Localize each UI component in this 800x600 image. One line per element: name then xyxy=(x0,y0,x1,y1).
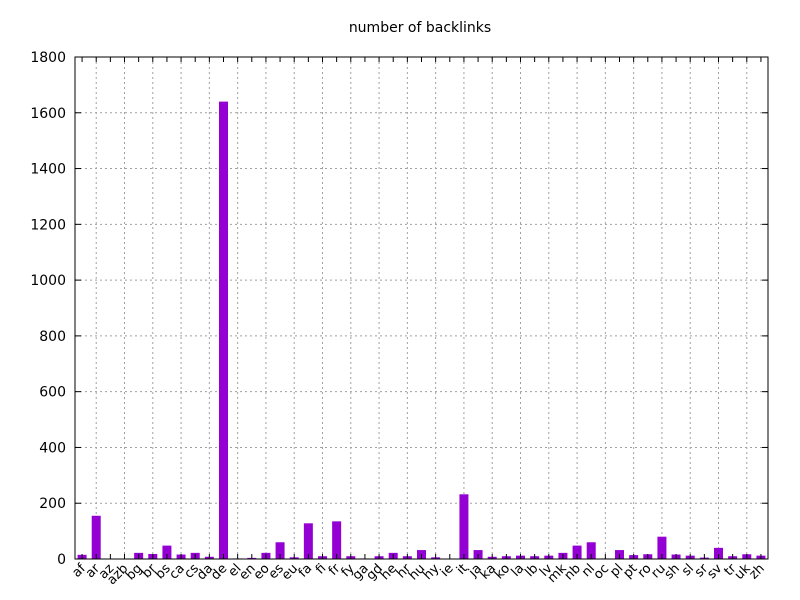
y-tick-label: 600 xyxy=(39,385,66,401)
bar-it xyxy=(459,494,469,559)
x-tick-label: ie xyxy=(438,561,457,580)
y-tick-label: 1600 xyxy=(30,106,66,122)
bar-sv xyxy=(714,547,723,559)
y-axis: 0 200 400 600 800 1000 1200 1400 1600 1800 xyxy=(30,50,768,568)
bar-nl xyxy=(586,542,596,559)
plot-frame xyxy=(74,56,769,560)
y-tick-label: 0 xyxy=(57,552,66,568)
x-tick-label: sh xyxy=(662,561,683,582)
y-tick-label: 800 xyxy=(39,329,66,345)
bar-ru xyxy=(657,536,667,559)
y-tick-label: 200 xyxy=(39,496,66,512)
chart-title: number of backlinks xyxy=(349,20,491,36)
bar-fr xyxy=(332,521,342,559)
bar-bs xyxy=(162,545,172,559)
y-tick-label: 1400 xyxy=(30,162,66,178)
x-axis: afarazazbbgbrbscacsdadeeleneoeseufafifrf… xyxy=(69,57,768,588)
y-tick-label: 1000 xyxy=(30,273,66,289)
bar-fa xyxy=(303,523,313,559)
bar-de xyxy=(219,101,228,559)
y-tick-label: 1200 xyxy=(30,217,66,233)
y-tick-label: 1800 xyxy=(30,50,66,66)
x-tick-label: sv xyxy=(704,561,725,582)
x-tick-label: zh xyxy=(746,561,767,582)
bars xyxy=(77,101,766,559)
bar-nb xyxy=(572,545,582,559)
bar-ar xyxy=(91,515,101,559)
gridlines xyxy=(75,57,768,559)
x-tick-label: fa xyxy=(296,561,315,580)
bar-es xyxy=(275,542,285,559)
y-tick-label: 400 xyxy=(39,440,66,456)
x-tick-label: de xyxy=(208,561,230,583)
